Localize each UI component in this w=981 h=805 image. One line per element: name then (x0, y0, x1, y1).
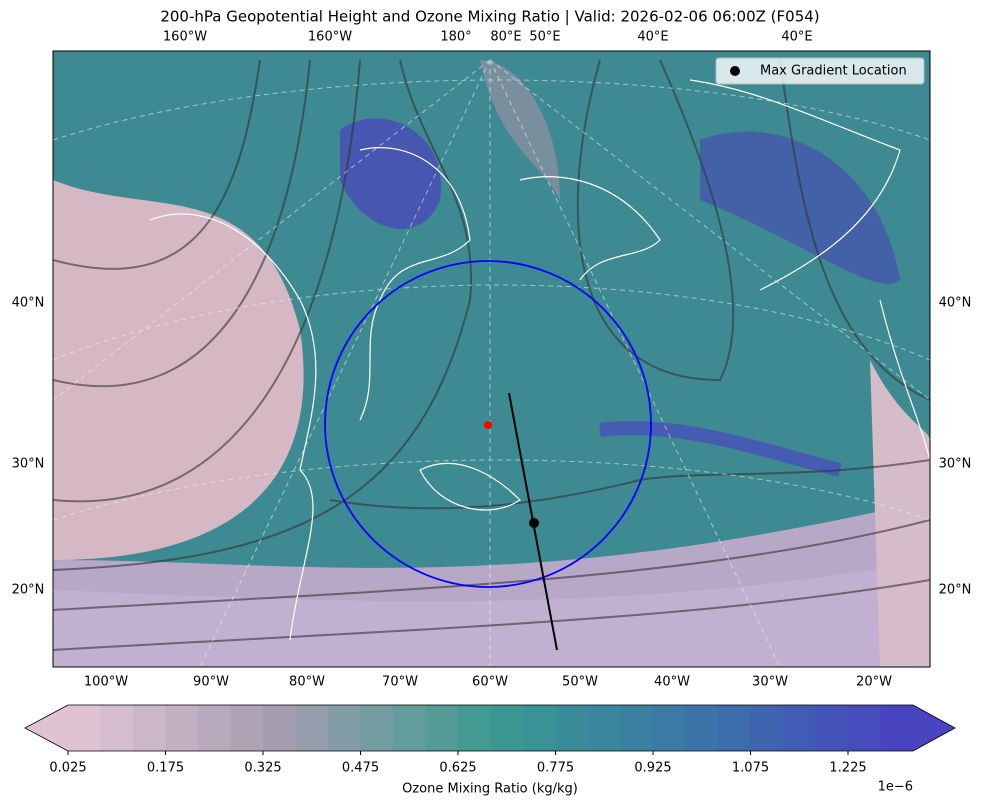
colorbar-tick-label: 0.775 (537, 761, 574, 776)
colorbar-bin (165, 705, 199, 751)
top-lon-label: 180° (440, 30, 471, 45)
top-lon-label: 80°E (490, 30, 521, 45)
colorbar-bin (328, 705, 361, 751)
colorbar: 0.025 0.175 0.325 0.475 0.625 0.775 0.925 1.075… (24, 704, 956, 776)
top-lon-label: 160°W (163, 30, 207, 45)
bottom-lon-label: 60°W (472, 675, 508, 690)
colorbar-extend-low (25, 705, 68, 751)
bottom-lon-label: 40°W (654, 675, 690, 690)
search-circle (324, 260, 652, 588)
colorbar-tick-label: 0.175 (147, 761, 184, 776)
right-lat-label: 20°N (939, 583, 972, 598)
colorbar-extend-high (913, 705, 955, 751)
max-gradient-point (529, 518, 539, 528)
colorbar-tick-label: 1.225 (829, 761, 866, 776)
colorbar-bin (490, 705, 524, 751)
left-lat-label: 30°N (12, 457, 45, 472)
map-frame (52, 50, 931, 668)
colorbar-bin (555, 705, 589, 751)
colorbar-bin (588, 705, 621, 751)
bottom-lon-label: 80°W (289, 675, 325, 690)
center-point (484, 421, 492, 429)
colorbar-bin (653, 705, 686, 751)
right-lat-label: 40°N (939, 296, 972, 311)
map-field (53, 51, 930, 667)
bottom-lon-label: 50°W (562, 675, 598, 690)
title: 200-hPa Geopotential Height and Ozone Mi… (160, 8, 819, 26)
left-lat-label: 40°N (12, 296, 45, 311)
colorbar-bin (100, 705, 134, 751)
colorbar-bin (68, 705, 101, 751)
colorbar-bin (295, 705, 329, 751)
colorbar-bin (685, 705, 719, 751)
right-lat-label: 30°N (939, 457, 972, 472)
bottom-lon-label: 100°W (84, 675, 128, 690)
colorbar-bin (198, 705, 231, 751)
colorbar-bin (263, 705, 296, 751)
colorbar-bin (815, 705, 849, 751)
colorbar-label: Ozone Mixing Ratio (kg/kg) (402, 782, 578, 797)
colorbar-bin (133, 705, 166, 751)
colorbar-bin (718, 705, 751, 751)
colorbar-bin (458, 705, 491, 751)
top-lon-label: 40°E (781, 30, 812, 45)
colorbar-exponent: 1e−6 (878, 780, 913, 795)
top-lon-label: 50°E (529, 30, 560, 45)
colorbar-tick-label: 0.025 (49, 761, 86, 776)
colorbar-tick-label: 0.625 (439, 761, 476, 776)
legend: Max Gradient Location (715, 57, 925, 85)
colorbar-tick-label: 0.925 (634, 761, 671, 776)
legend-label: Max Gradient Location (760, 64, 907, 79)
colorbar-bin (393, 705, 426, 751)
colorbar-bin (620, 705, 654, 751)
colorbar-outline (24, 704, 956, 752)
colorbar-tick-label: 0.475 (342, 761, 379, 776)
bottom-lon-label: 30°W (752, 675, 788, 690)
colorbar-bin (360, 705, 394, 751)
colorbar-bin (880, 705, 914, 751)
top-lon-label: 40°E (637, 30, 668, 45)
top-lon-label: 160°W (308, 30, 352, 45)
bottom-lon-label: 70°W (382, 675, 418, 690)
colorbar-tick-label: 1.075 (732, 761, 769, 776)
bottom-lon-label: 20°W (856, 675, 892, 690)
colorbar-bin (783, 705, 816, 751)
colorbar-bin (425, 705, 459, 751)
colorbar-bin (523, 705, 556, 751)
bottom-lon-label: 90°W (193, 675, 229, 690)
colorbar-bin (230, 705, 264, 751)
colorbar-bin (750, 705, 784, 751)
left-lat-label: 20°N (12, 583, 45, 598)
colorbar-bin (848, 705, 881, 751)
colorbar-tick-label: 0.325 (244, 761, 281, 776)
